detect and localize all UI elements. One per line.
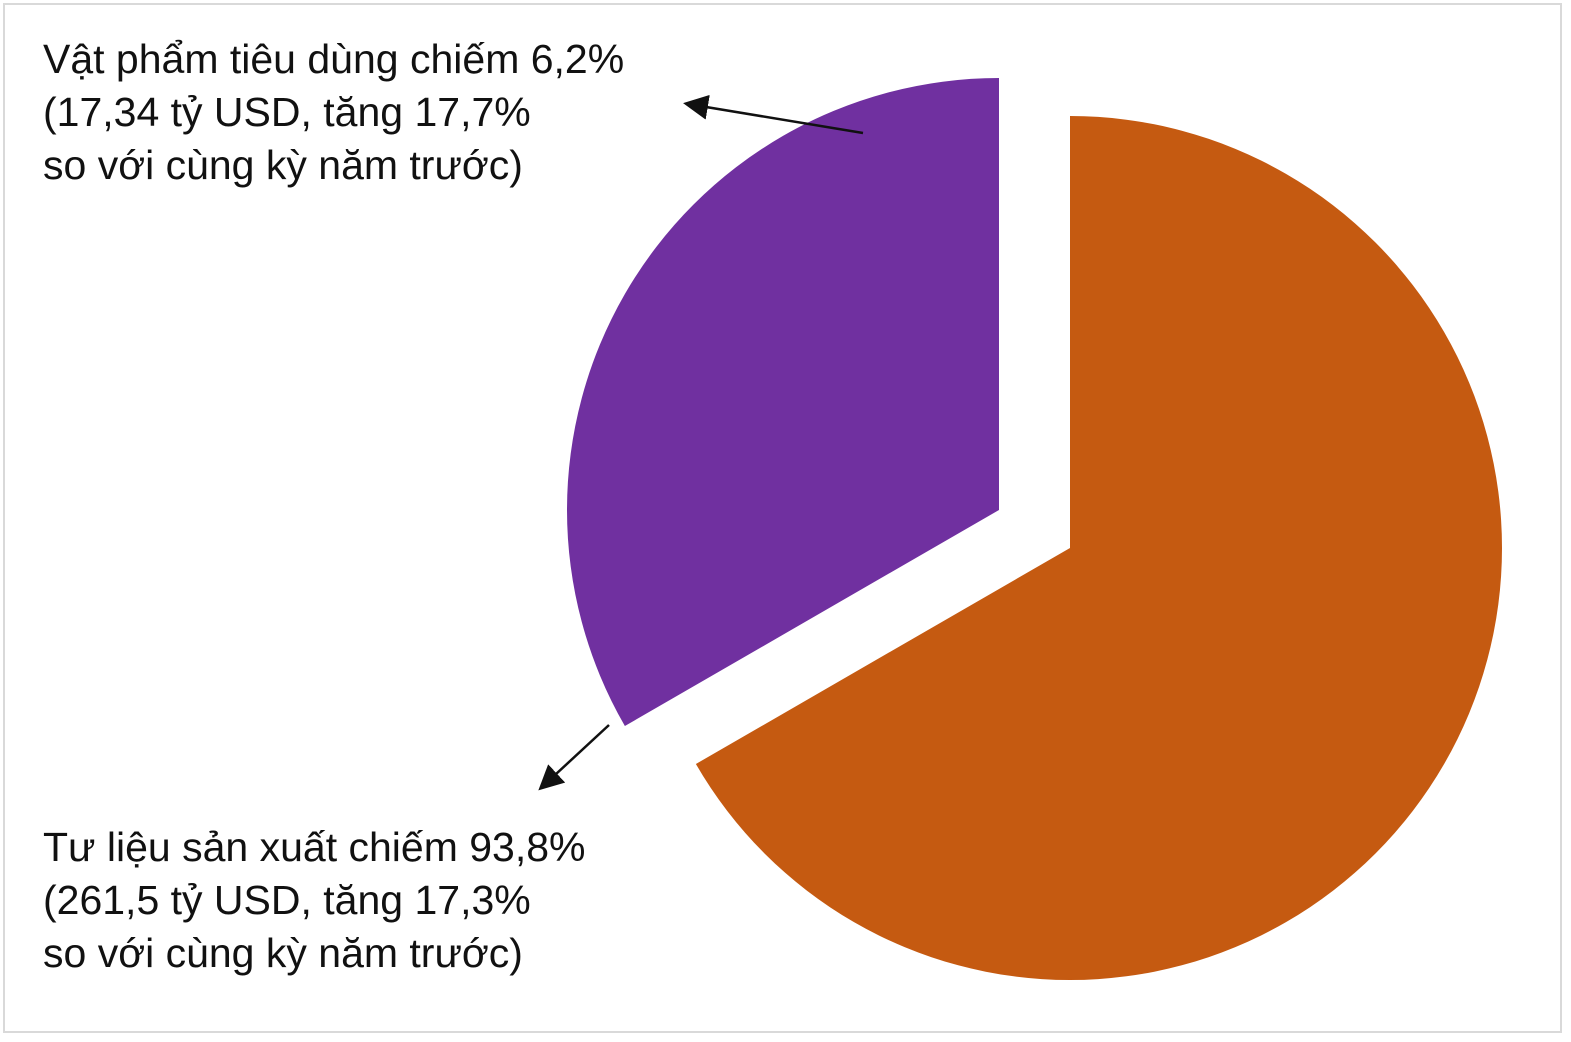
consumer-annotation-line-2: (17,34 tỷ USD, tăng 17,7% xyxy=(43,89,531,135)
consumer-annotation-line-1: Vật phẩm tiêu dùng chiếm 6,2% xyxy=(43,36,625,82)
leader-arrow-consumer xyxy=(683,94,864,135)
production-goods-annotation: Tư liệu sản xuất chiếm 93,8% (261,5 tỷ U… xyxy=(43,821,586,980)
pie-chart xyxy=(538,78,1502,980)
production-annotation-line-3: so với cùng kỳ năm trước) xyxy=(43,930,523,976)
production-annotation-line-1: Tư liệu sản xuất chiếm 93,8% xyxy=(43,824,586,870)
chart-frame: Vật phẩm tiêu dùng chiếm 6,2% (17,34 tỷ … xyxy=(3,3,1562,1033)
pie-slices xyxy=(566,78,1502,980)
production-annotation-line-2: (261,5 tỷ USD, tăng 17,3% xyxy=(43,877,531,923)
leader-arrow-production xyxy=(538,724,610,791)
leader-lines xyxy=(538,94,864,791)
consumer-goods-annotation: Vật phẩm tiêu dùng chiếm 6,2% (17,34 tỷ … xyxy=(43,33,624,192)
slice-consumer-goods xyxy=(566,78,999,726)
slice-production-goods xyxy=(695,116,1502,980)
consumer-annotation-line-3: so với cùng kỳ năm trước) xyxy=(43,142,523,188)
